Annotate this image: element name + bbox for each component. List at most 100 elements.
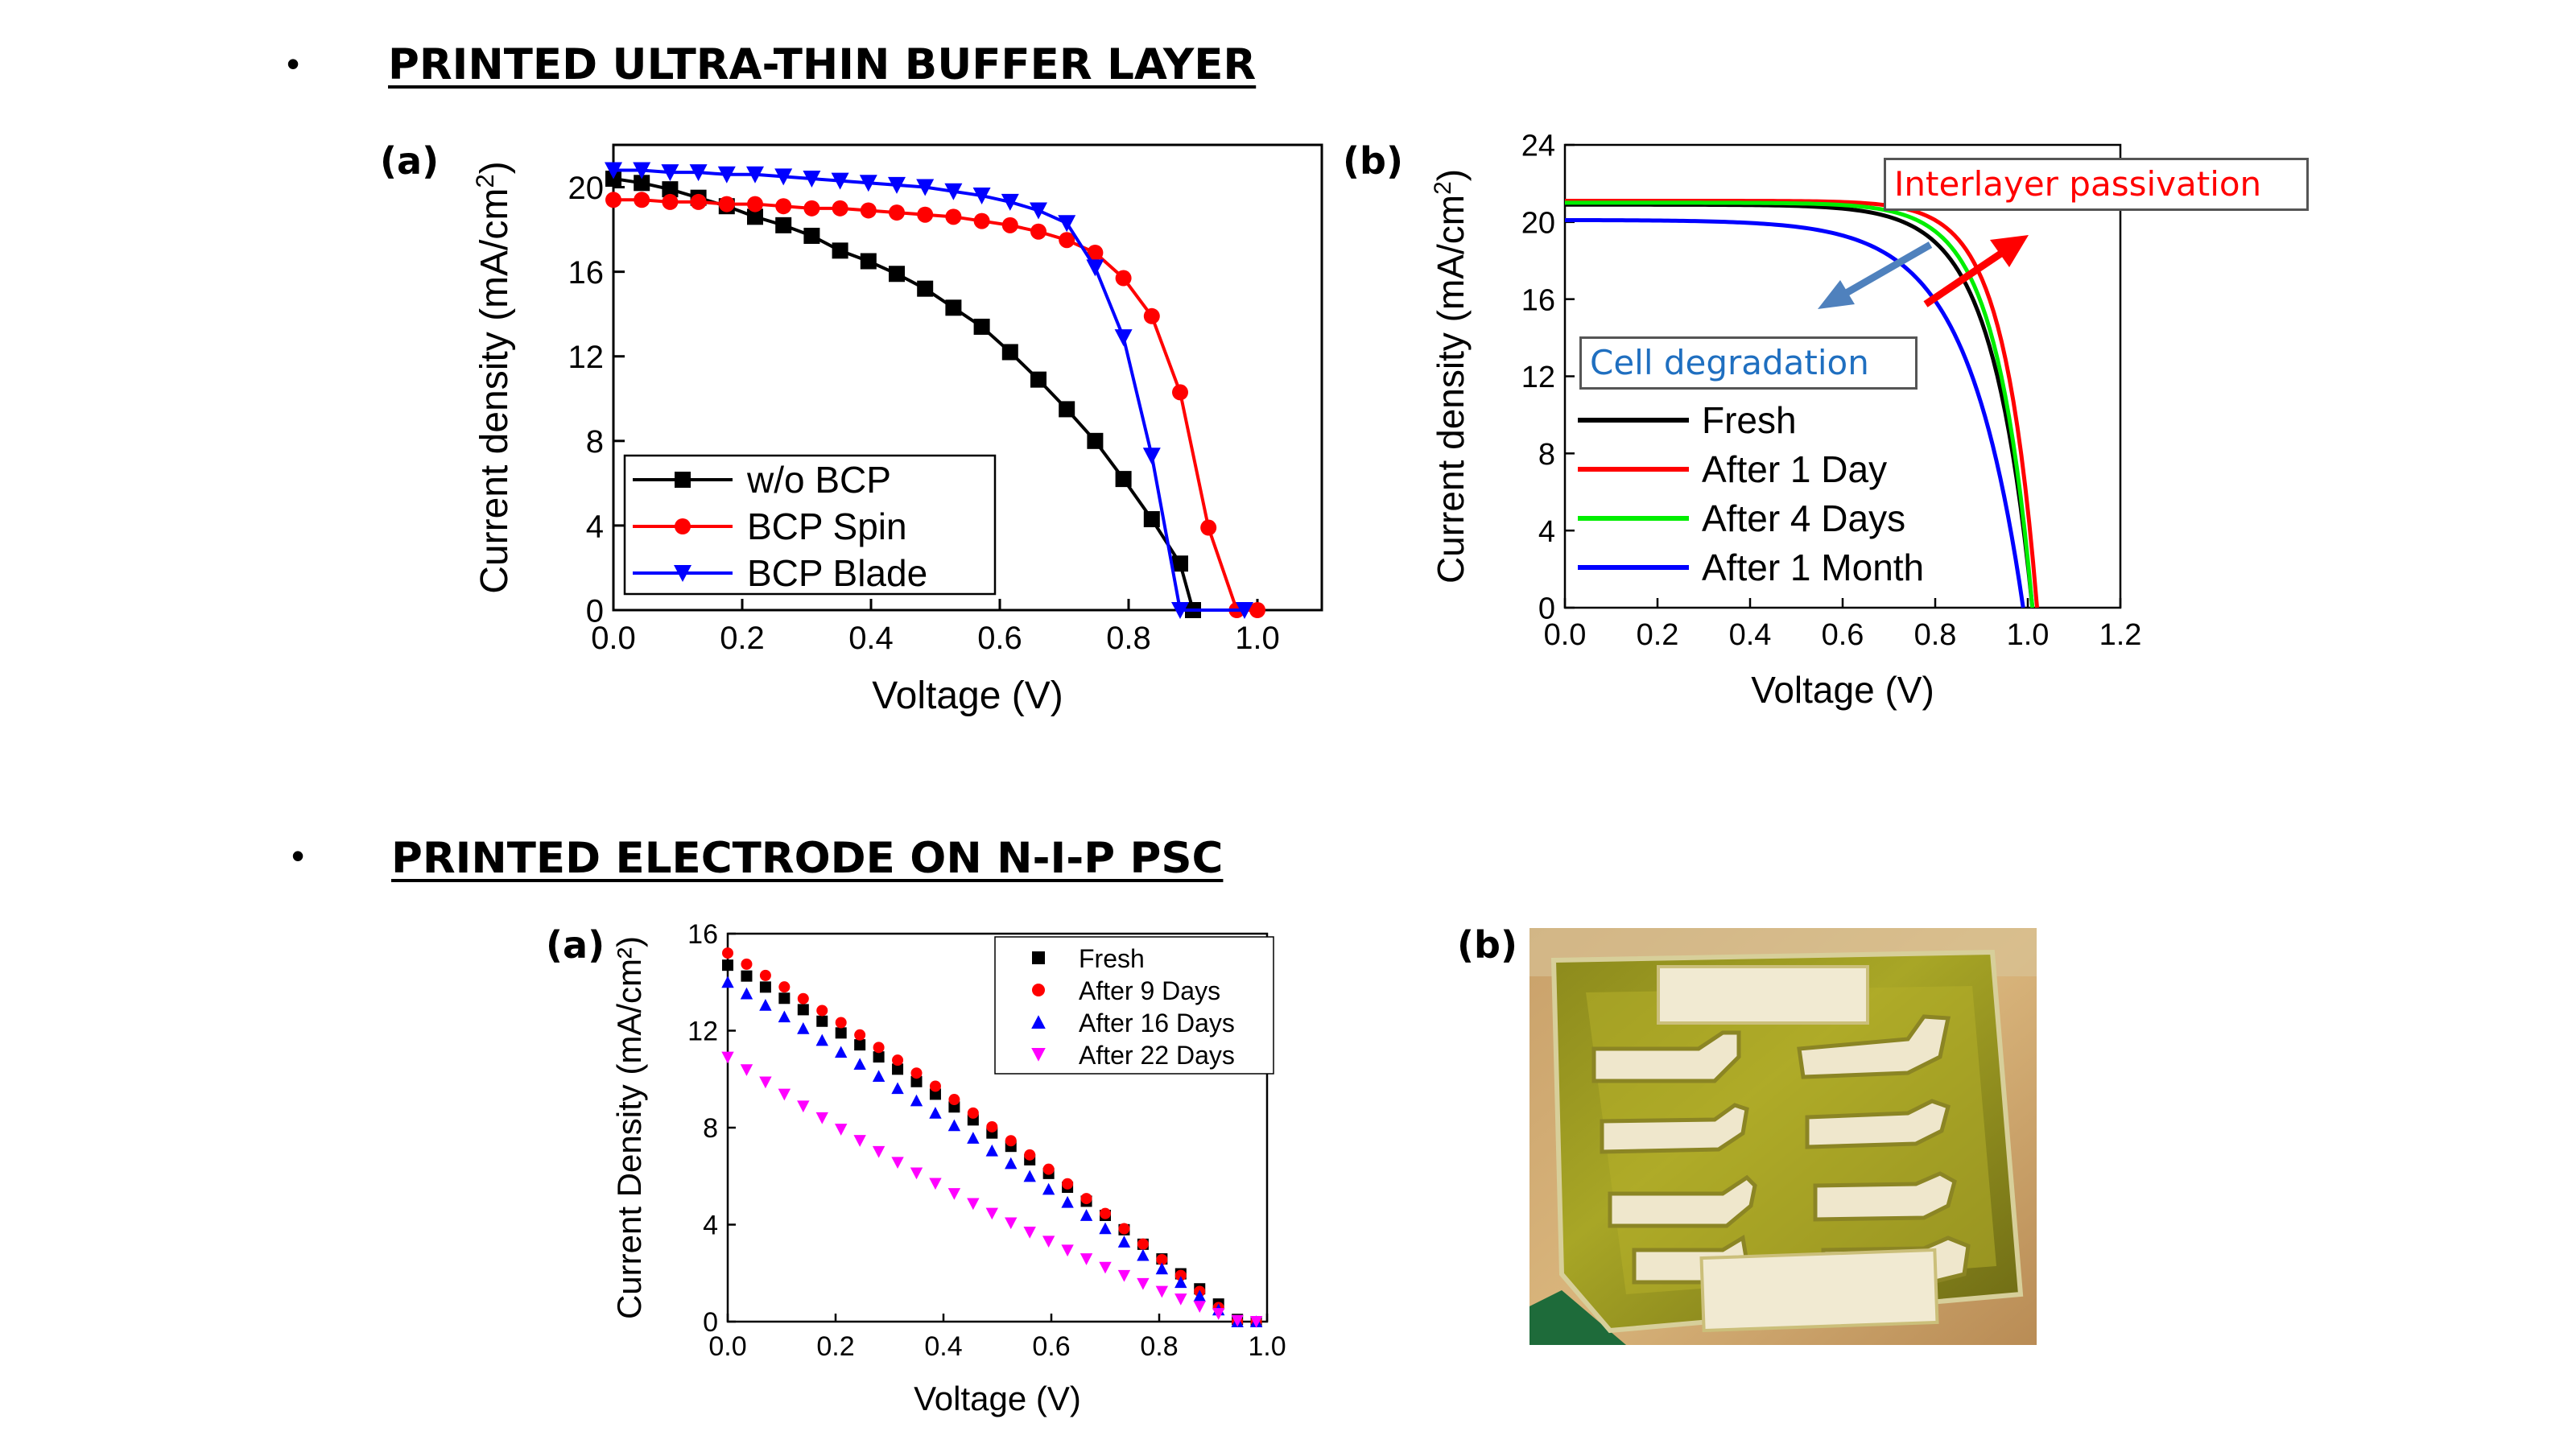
x-tick-label: 0.8 bbox=[1140, 1331, 1178, 1362]
data-point bbox=[1042, 1167, 1055, 1179]
data-point bbox=[1137, 1238, 1149, 1250]
data-point bbox=[1232, 1316, 1244, 1327]
data-point bbox=[967, 1132, 980, 1144]
data-point bbox=[741, 958, 753, 970]
data-point bbox=[815, 1112, 828, 1124]
data-point bbox=[892, 1063, 904, 1075]
y-tick-label: 0 bbox=[586, 593, 604, 629]
y-tick-label: 16 bbox=[687, 919, 718, 950]
data-point bbox=[1193, 1301, 1206, 1313]
panel-label-top-b: (b) bbox=[1343, 139, 1403, 183]
data-point bbox=[892, 1054, 904, 1066]
x-tick-label: 0.0 bbox=[708, 1331, 746, 1362]
data-point bbox=[1042, 1236, 1055, 1248]
data-point bbox=[721, 976, 734, 988]
data-point bbox=[1061, 1195, 1074, 1208]
data-point bbox=[1023, 1227, 1036, 1239]
data-point bbox=[740, 987, 753, 1000]
printed-device-photo bbox=[1530, 928, 2037, 1345]
data-point bbox=[889, 266, 905, 283]
y-tick-label: 4 bbox=[703, 1211, 718, 1241]
data-point bbox=[797, 1022, 810, 1034]
series-w-o-bcp bbox=[605, 171, 1201, 618]
legend-label: After 1 Month bbox=[1702, 547, 1924, 588]
legend-marker bbox=[675, 518, 691, 534]
x-tick-label: 1.0 bbox=[2007, 618, 2050, 652]
legend-label: After 1 Day bbox=[1702, 448, 1887, 490]
annotation-degradation-text: Cell degradation bbox=[1590, 343, 1869, 382]
data-point bbox=[1030, 223, 1046, 240]
y-tick-label: 0 bbox=[1538, 592, 1555, 626]
data-point bbox=[1080, 1195, 1092, 1207]
x-axis-label: Voltage (V) bbox=[872, 674, 1063, 717]
data-point bbox=[718, 198, 735, 215]
data-point bbox=[1005, 1135, 1017, 1147]
data-point bbox=[944, 183, 963, 200]
y-tick-label: 4 bbox=[1538, 515, 1555, 549]
data-point bbox=[1100, 1210, 1111, 1222]
legend-marker bbox=[675, 472, 691, 488]
data-point bbox=[1117, 1236, 1131, 1248]
data-point bbox=[831, 172, 849, 190]
panel-label-top-a: (a) bbox=[380, 139, 440, 183]
bullet-top: • bbox=[287, 43, 300, 85]
interlayer-arrow-head bbox=[1990, 235, 2029, 267]
data-point bbox=[1001, 344, 1018, 361]
y-tick-label: 24 bbox=[1521, 130, 1555, 163]
data-point bbox=[803, 200, 820, 217]
data-point bbox=[973, 318, 990, 335]
y-tick-label: 8 bbox=[1538, 438, 1555, 472]
data-point bbox=[860, 202, 877, 219]
x-tick-label: 0.8 bbox=[1914, 618, 1957, 652]
data-point bbox=[1024, 1153, 1036, 1165]
data-point bbox=[835, 1027, 847, 1039]
data-point bbox=[778, 1088, 791, 1101]
data-point bbox=[759, 1076, 772, 1089]
data-point bbox=[889, 204, 905, 221]
section-title-buffer-layer: PRINTED ULTRA-THIN BUFFER LAYER bbox=[388, 40, 1257, 89]
data-point bbox=[1059, 401, 1075, 418]
data-point bbox=[1005, 1157, 1018, 1170]
legend-marker bbox=[1031, 1048, 1046, 1062]
annotation-cell-degradation: Cell degradation bbox=[1579, 336, 1918, 390]
data-point bbox=[929, 1107, 942, 1119]
data-point bbox=[721, 1051, 734, 1064]
panel-label-bottom-b: (b) bbox=[1457, 923, 1517, 967]
interlayer-arrow bbox=[1923, 235, 2029, 307]
data-point bbox=[690, 189, 707, 206]
data-point bbox=[1087, 244, 1104, 261]
data-point bbox=[605, 171, 621, 188]
data-point bbox=[1171, 602, 1189, 619]
x-tick-label: 0.6 bbox=[977, 621, 1022, 656]
data-point bbox=[778, 1010, 791, 1023]
data-point bbox=[1005, 1141, 1017, 1153]
data-point bbox=[803, 227, 820, 244]
data-point bbox=[775, 217, 792, 233]
data-point bbox=[605, 162, 622, 179]
data-point bbox=[1100, 1207, 1111, 1219]
data-point bbox=[1062, 1178, 1074, 1190]
data-point bbox=[1249, 1315, 1263, 1327]
data-point bbox=[1059, 232, 1075, 249]
data-point bbox=[967, 1114, 979, 1126]
data-point bbox=[1174, 1268, 1187, 1280]
series-line-after-4-days bbox=[1564, 200, 2035, 608]
data-point bbox=[1143, 307, 1160, 324]
data-point bbox=[854, 1029, 866, 1041]
data-point bbox=[1194, 1285, 1206, 1297]
data-point bbox=[1143, 511, 1160, 528]
data-point bbox=[853, 1058, 866, 1071]
data-point bbox=[985, 1144, 998, 1157]
data-point bbox=[945, 208, 962, 225]
data-point bbox=[929, 1088, 941, 1100]
y-tick-label: 12 bbox=[687, 1017, 718, 1047]
x-tick-label: 0.4 bbox=[848, 621, 894, 656]
y-tick-label: 4 bbox=[586, 509, 604, 544]
data-point bbox=[1174, 1293, 1187, 1306]
data-point bbox=[718, 196, 735, 212]
data-point bbox=[1137, 1238, 1149, 1250]
x-tick-label: 0.2 bbox=[1637, 618, 1679, 652]
data-point bbox=[690, 193, 707, 210]
legend-label: After 22 Days bbox=[1079, 1041, 1235, 1070]
